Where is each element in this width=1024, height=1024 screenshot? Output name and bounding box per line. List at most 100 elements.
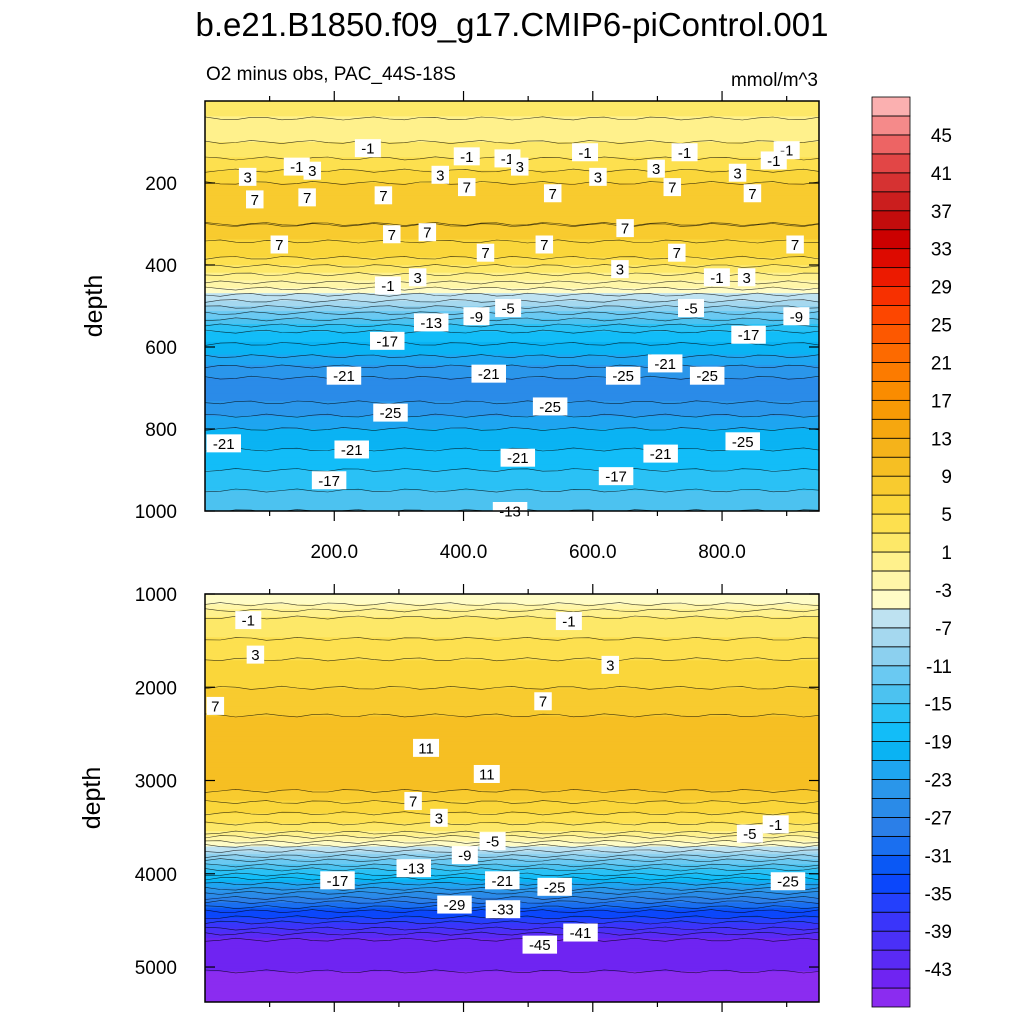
upper-field-band: [205, 247, 819, 251]
lower-field-band: [205, 734, 819, 738]
lower-field-band: [205, 838, 819, 842]
upper-field-band: [205, 362, 819, 366]
colorbar-box: [871, 627, 911, 648]
upper-field-band: [205, 236, 819, 240]
upper-field-band: [205, 334, 819, 338]
colorbar-box: [871, 513, 911, 534]
colorbar-box: [871, 96, 911, 117]
lower-contour-label-text: -17: [327, 873, 349, 890]
upper-contour-label: -1: [283, 157, 310, 176]
upper-contour-line: [205, 264, 819, 268]
colorbar-box: [871, 494, 911, 515]
lower-field-band: [205, 810, 819, 814]
upper-contour-label-text: -21: [478, 366, 500, 383]
upper-contour-label-box: [511, 157, 529, 176]
lower-field-band: [205, 803, 819, 807]
upper-contour-line: [205, 223, 819, 227]
upper-contour-label-text: -1: [678, 145, 691, 162]
upper-field-band: [205, 111, 819, 115]
lower-field-band: [205, 619, 819, 623]
lower-field-band: [205, 792, 819, 797]
lower-field-band: [205, 731, 819, 735]
colorbar-box: [871, 380, 911, 401]
upper-contour-label: 3: [611, 260, 629, 279]
lower-field-band: [205, 739, 819, 743]
upper-field-band: [205, 198, 819, 202]
upper-field-band: [205, 375, 819, 379]
upper-contour-label-text: -25: [612, 368, 634, 385]
colorbar-box: [871, 399, 911, 420]
lower-contour-label-box: [601, 655, 619, 674]
colorbar-tick-label: 21: [931, 353, 952, 374]
colorbar-tick-label: 37: [931, 202, 952, 223]
upper-contour-label-text: 3: [436, 167, 444, 184]
upper-field-band: [205, 382, 819, 387]
upper-contour-label-text: 3: [594, 169, 602, 186]
lower-contour-label-text: -45: [529, 937, 551, 954]
upper-contour-label-box: [611, 260, 629, 279]
lower-field-band: [205, 864, 819, 868]
lower-field-band: [205, 713, 819, 717]
upper-field-band: [205, 216, 819, 220]
upper-field-band: [205, 144, 819, 148]
lower-field-band: [205, 594, 819, 598]
upper-contour-label-box: [311, 471, 347, 490]
upper-contour-label-text: 7: [251, 192, 259, 209]
upper-contour-label-box: [731, 325, 766, 344]
upper-contour-label: -13: [413, 313, 449, 332]
lower-field-band: [205, 866, 819, 870]
colorbar-box: [871, 722, 911, 742]
upper-contour-label-text: 7: [673, 245, 681, 262]
lower-field-band: [205, 943, 819, 947]
colorbar-box: [871, 873, 911, 894]
lower-field-band: [205, 846, 819, 850]
lower-field-band: [205, 716, 819, 720]
upper-field-band: [205, 426, 819, 430]
upper-contour-label: 3: [647, 159, 665, 178]
lower-contour-label: -5: [479, 832, 506, 851]
upper-contour-label: 3: [431, 165, 450, 184]
lower-contour-line: [205, 969, 819, 974]
colorbar-box: [871, 835, 911, 856]
lower-field-band: [205, 680, 819, 684]
upper-field-band: [205, 206, 819, 210]
lower-contour-label: -21: [485, 871, 520, 890]
upper-contour-label-box: [453, 147, 480, 166]
upper-contour-label: -21: [471, 364, 506, 383]
colorbar-tick-label: 1: [941, 543, 952, 564]
upper-field-band: [205, 385, 819, 389]
lower-field-band: [205, 994, 819, 998]
colorbar-tick-label: 29: [931, 278, 952, 299]
lower-contour-label: -25: [770, 872, 806, 891]
upper-field-band: [205, 131, 819, 135]
upper-contour-label-text: -21: [650, 446, 672, 463]
upper-field-band: [205, 252, 819, 256]
upper-field-band: [205, 485, 819, 489]
upper-field-band: [205, 347, 819, 351]
lower-field-band: [205, 767, 819, 771]
lower-field-band: [205, 645, 819, 649]
lower-field-band: [205, 999, 819, 1002]
lower-field-band: [205, 940, 819, 944]
upper-contour-label-box: [408, 268, 427, 287]
colorbar-box: [871, 134, 911, 155]
colorbar-tick-label: -27: [925, 808, 952, 829]
lower-contour-line: [205, 863, 819, 868]
upper-y-tick-label: 1000: [135, 502, 177, 523]
lower-field-band: [205, 813, 819, 817]
upper-contour-label-box: [303, 161, 322, 180]
lower-field-band: [205, 973, 819, 978]
upper-contour-label-box: [543, 184, 562, 203]
lower-field-band: [205, 614, 819, 618]
upper-field-band: [205, 408, 819, 412]
upper-field-band: [205, 285, 819, 289]
upper-contour-label-text: -25: [696, 368, 718, 385]
upper-field-band: [205, 395, 819, 399]
upper-contour-label-text: 7: [463, 180, 471, 197]
lower-field-band: [205, 782, 819, 786]
lower-contour-label-text: -25: [777, 874, 799, 891]
lower-contour-line: [205, 931, 819, 936]
upper-field-band: [205, 367, 819, 371]
upper-contour-label: -17: [731, 325, 766, 344]
lower-field-band: [205, 843, 819, 848]
